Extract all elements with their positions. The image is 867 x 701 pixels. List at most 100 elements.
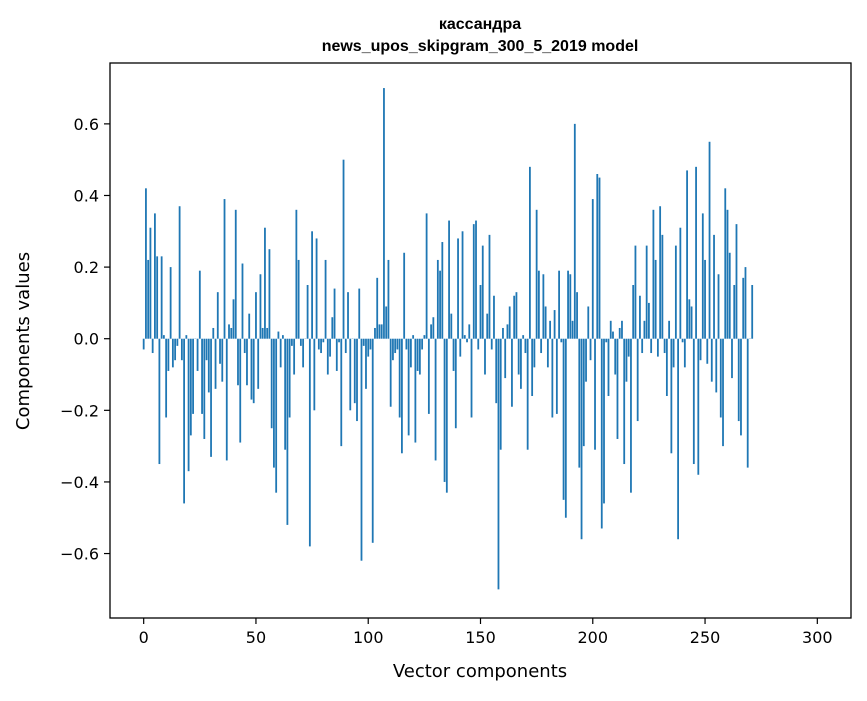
bar: [702, 213, 704, 338]
bar: [167, 339, 169, 371]
bar: [630, 339, 632, 493]
bar: [239, 339, 241, 443]
bar: [320, 339, 322, 353]
bar: [392, 339, 394, 360]
bar: [370, 339, 372, 350]
bar: [376, 278, 378, 339]
bar: [516, 292, 518, 339]
bar: [661, 235, 663, 339]
bar: [291, 339, 293, 346]
bar: [284, 339, 286, 450]
bar: [435, 339, 437, 461]
bar: [583, 339, 585, 446]
y-tick-label: −0.4: [60, 473, 99, 492]
bar: [670, 339, 672, 454]
bar: [379, 324, 381, 338]
bar: [199, 271, 201, 339]
bar: [489, 235, 491, 339]
bar: [480, 285, 482, 339]
bar: [147, 260, 149, 339]
bar: [648, 303, 650, 339]
bar: [181, 339, 183, 360]
bar: [641, 339, 643, 353]
bar: [471, 339, 473, 418]
bar: [574, 124, 576, 339]
bar: [740, 339, 742, 436]
bar: [430, 324, 432, 338]
bar: [340, 339, 342, 446]
bar: [345, 339, 347, 353]
bar: [691, 306, 693, 338]
bar: [201, 339, 203, 414]
bar: [176, 339, 178, 346]
bar: [313, 339, 315, 411]
bar: [720, 339, 722, 418]
bar: [385, 306, 387, 338]
bar: [531, 339, 533, 396]
bar: [684, 339, 686, 368]
bar: [569, 274, 571, 338]
bar: [251, 339, 253, 400]
bar: [309, 339, 311, 547]
bar: [215, 339, 217, 389]
bar: [538, 271, 540, 339]
bar: [262, 328, 264, 339]
bar: [300, 339, 302, 346]
bar: [361, 339, 363, 561]
bar: [343, 160, 345, 339]
bar: [145, 188, 147, 338]
bar: [502, 328, 504, 339]
bar: [208, 339, 210, 393]
bar: [322, 339, 324, 343]
bar: [697, 339, 699, 475]
bar: [450, 314, 452, 339]
bar: [228, 324, 230, 338]
bar: [540, 339, 542, 353]
bar: [673, 339, 675, 368]
bar: [679, 228, 681, 339]
bar: [688, 299, 690, 338]
bar: [295, 210, 297, 339]
bar: [289, 339, 291, 418]
bar: [711, 339, 713, 382]
bar: [432, 317, 434, 338]
x-tick-label: 300: [802, 628, 833, 647]
bar: [224, 199, 226, 339]
bar: [347, 292, 349, 339]
bar: [354, 339, 356, 403]
bar: [563, 339, 565, 500]
bar: [448, 221, 450, 339]
bar: [235, 210, 237, 339]
bar: [264, 228, 266, 339]
bar: [522, 335, 524, 339]
bar: [397, 339, 399, 350]
bar: [307, 285, 309, 339]
bar: [428, 339, 430, 414]
bar: [587, 306, 589, 338]
bar: [367, 339, 369, 357]
bar: [565, 339, 567, 518]
bar: [612, 332, 614, 339]
y-tick-label: 0.2: [74, 258, 99, 277]
bar: [197, 339, 199, 371]
y-tick-label: 0.0: [74, 330, 99, 349]
bar: [637, 339, 639, 421]
bar: [206, 339, 208, 360]
bar: [596, 174, 598, 339]
bar: [529, 167, 531, 339]
bar: [736, 224, 738, 339]
bar: [316, 238, 318, 338]
y-tick-label: −0.2: [60, 401, 99, 420]
bar: [152, 339, 154, 353]
bar: [269, 249, 271, 339]
bar: [156, 256, 158, 338]
bar: [644, 321, 646, 339]
bar: [547, 339, 549, 368]
bar: [675, 246, 677, 339]
bar: [718, 274, 720, 338]
bar: [653, 210, 655, 339]
bar: [426, 213, 428, 338]
